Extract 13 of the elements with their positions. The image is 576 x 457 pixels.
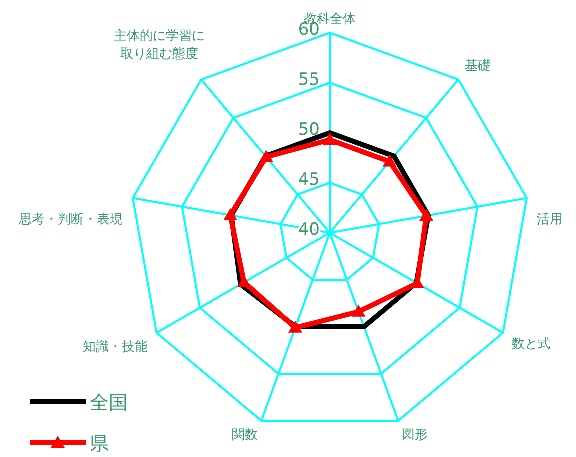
spoke-label: 活用 [536,212,563,228]
spoke-label: 主体的に学習に取り組む態度 [114,28,206,62]
y-tick-label: 55 [298,70,320,90]
spoke-label: 基礎 [464,58,491,74]
legend-label: 県 [90,433,109,455]
legend-label: 全国 [90,392,128,414]
spoke-label: 知識・技能 [83,340,148,355]
spoke-label: 図形 [402,428,428,443]
spoke-label: 思考・判断・表現 [18,212,124,228]
y-tick-label: 50 [298,120,320,140]
spoke-label: 数と式 [512,337,551,352]
y-tick-label: 45 [298,170,320,190]
spoke-label: 関数 [232,428,258,443]
